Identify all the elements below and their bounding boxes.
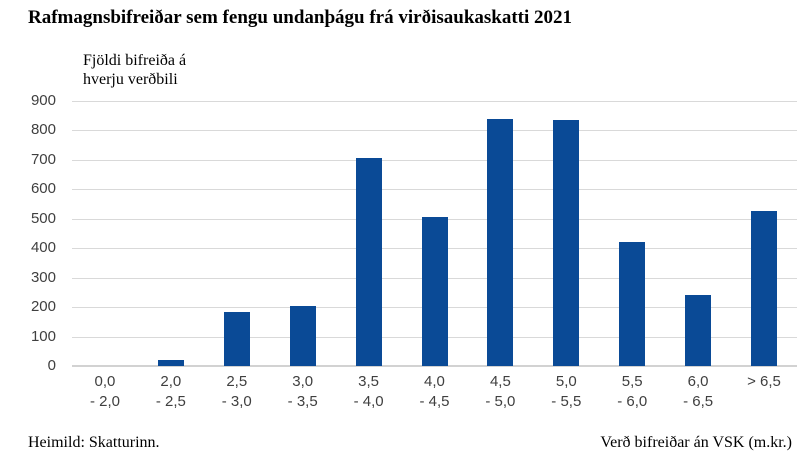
x-tick-line1: 5,0 (555, 373, 577, 390)
x-tick-label: 0,0 - 2,0 (72, 372, 138, 412)
x-tick-label: 2,0 - 2,5 (138, 372, 204, 412)
gridline (72, 159, 797, 161)
y-tick-label: 700 (30, 150, 56, 168)
y-tick-label: 800 (30, 121, 56, 139)
x-tick-label: 2,5 - 3,0 (204, 372, 270, 412)
bar (685, 295, 712, 366)
bar (751, 211, 778, 366)
bar (223, 311, 250, 366)
source-note: Heimild: Skatturinn. (28, 434, 160, 451)
x-tick-line2: - 6,5 (683, 393, 714, 410)
bar (355, 158, 382, 366)
x-tick-line2: - 4,5 (419, 393, 450, 410)
bar (421, 217, 448, 366)
chart-title: Rafmagnsbifreiðar sem fengu undanþágu fr… (28, 7, 573, 28)
x-tick-line2: - 2,0 (89, 393, 120, 410)
bar (619, 242, 646, 366)
x-tick-line1: 6,0 (687, 373, 709, 390)
x-tick-label: 5,0 - 5,5 (533, 372, 599, 412)
x-axis-labels: 0,0 - 2,0 2,0 - 2,5 2,5 - 3,0 3,0 - 3,5 3,5 - 4,0… (72, 372, 797, 412)
x-tick-line1: 2,5 (226, 373, 248, 390)
x-axis-title: Verð bifreiðar án VSK (m.kr.) (600, 434, 792, 451)
x-tick-label: > 6,5 (731, 372, 797, 412)
x-tick-line2: - 5,5 (551, 393, 582, 410)
x-tick-label: 3,0 - 3,5 (270, 372, 336, 412)
x-tick-label: 5,5 - 6,0 (599, 372, 665, 412)
x-tick-label: 3,5 - 4,0 (336, 372, 402, 412)
x-tick-label: 4,5 - 5,0 (467, 372, 533, 412)
plot-area (72, 101, 797, 367)
gridline (72, 101, 797, 102)
x-tick-label: 6,0 - 6,5 (665, 372, 731, 412)
x-tick-line1: 2,0 (160, 373, 182, 390)
y-tick-label: 100 (30, 327, 56, 345)
x-tick-line2: - 3,0 (221, 393, 252, 410)
x-tick-line2: - 2,5 (155, 393, 186, 410)
y-tick-label: 600 (30, 180, 56, 198)
y-axis-title-line1: Fjöldi bifreiða á (83, 52, 187, 69)
bar (157, 360, 184, 366)
x-axis-baseline (72, 365, 797, 367)
gridline (72, 189, 797, 191)
x-tick-line1: 4,0 (424, 373, 445, 390)
gridline (72, 130, 797, 132)
bar (289, 305, 316, 366)
bar (553, 120, 580, 366)
x-tick-line1: 3,5 (358, 373, 379, 390)
y-tick-label: 900 (30, 92, 56, 109)
y-axis-title: Fjöldi bifreiða á hverju verðbili (83, 51, 186, 89)
x-tick-line2: - 5,0 (485, 393, 516, 410)
y-axis-title-line2: hverju verðbili (83, 71, 178, 88)
x-tick-line1: > 6,5 (747, 373, 781, 390)
y-tick-label: 300 (30, 268, 56, 286)
bar (487, 118, 514, 366)
y-tick-label: 200 (30, 298, 56, 316)
x-tick-label: 4,0 - 4,5 (402, 372, 468, 412)
x-tick-line1: 3,0 (292, 373, 314, 390)
y-tick-label: 400 (30, 239, 56, 257)
x-tick-line2: - 4,0 (353, 393, 384, 410)
y-tick-label: 0 (47, 357, 56, 374)
x-tick-line1: 4,5 (489, 373, 511, 390)
x-tick-line2: - 6,0 (617, 393, 648, 410)
y-tick-label: 500 (30, 209, 56, 227)
x-tick-line2: - 3,5 (287, 393, 318, 410)
x-tick-line1: 0,0 (94, 373, 116, 390)
x-tick-line1: 5,5 (621, 373, 643, 390)
